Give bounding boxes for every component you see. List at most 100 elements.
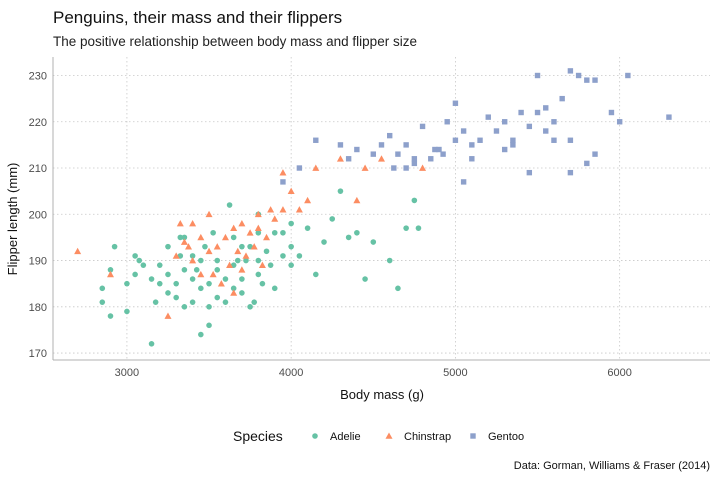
chinstrap-point bbox=[258, 261, 266, 268]
chinstrap-point bbox=[221, 233, 229, 241]
legend-label-chinstrap: Chinstrap bbox=[404, 431, 451, 443]
adelie-point bbox=[156, 262, 163, 268]
gentoo-point bbox=[452, 137, 459, 143]
gentoo-point bbox=[313, 137, 319, 143]
adelie-point bbox=[132, 271, 138, 278]
chinstrap-point bbox=[106, 270, 114, 278]
gentoo-point bbox=[501, 119, 508, 125]
gentoo-point bbox=[666, 114, 672, 120]
adelie-point bbox=[243, 257, 249, 264]
adelie-point bbox=[198, 285, 204, 292]
adelie-point bbox=[415, 225, 422, 231]
legend-title: Species bbox=[233, 428, 283, 444]
gentoo-point bbox=[567, 137, 574, 143]
chinstrap-point bbox=[197, 233, 205, 241]
gentoo-point bbox=[510, 142, 516, 148]
y-tick-label: 210 bbox=[29, 163, 47, 175]
gentoo-point bbox=[608, 109, 615, 116]
tick-labels: 3000 4000 5000 6000 170 180 190 200 210 220 230 bbox=[29, 71, 632, 379]
gentoo-point bbox=[501, 146, 508, 153]
y-tick-label: 230 bbox=[29, 71, 47, 83]
chinstrap-point bbox=[361, 164, 369, 171]
adelie-point bbox=[181, 234, 188, 241]
chart-subtitle: The positive relationship between body m… bbox=[53, 34, 417, 49]
adelie-point bbox=[189, 253, 196, 259]
chinstrap-point bbox=[185, 243, 193, 250]
adelie-point bbox=[226, 202, 233, 208]
adelie-point bbox=[140, 262, 147, 268]
gentoo-point bbox=[391, 165, 397, 171]
x-axis-title: Body mass (g) bbox=[340, 387, 424, 402]
adelie-point bbox=[222, 276, 229, 282]
chinstrap-point bbox=[230, 289, 238, 296]
legend-key-chinstrap bbox=[385, 432, 393, 439]
chinstrap-point bbox=[205, 247, 213, 255]
adelie-point bbox=[214, 266, 221, 273]
adelie-point bbox=[321, 239, 327, 245]
gentoo-point bbox=[354, 146, 360, 153]
adelie-point bbox=[173, 294, 179, 301]
adelie-point bbox=[206, 322, 212, 329]
adelie-point bbox=[234, 257, 241, 264]
adelie-point bbox=[255, 271, 262, 278]
gentoo-point bbox=[469, 142, 475, 148]
gentoo-point bbox=[460, 179, 467, 185]
gentoo-point bbox=[543, 105, 549, 111]
chinstrap-point bbox=[230, 224, 238, 231]
chinstrap-point bbox=[246, 229, 254, 236]
adelie-point bbox=[198, 331, 204, 338]
gentoo-point bbox=[526, 169, 533, 176]
adelie-point bbox=[214, 294, 221, 301]
adelie-point bbox=[189, 299, 196, 305]
adelie-point bbox=[198, 257, 204, 264]
y-tick-label: 170 bbox=[29, 348, 47, 360]
adelie-point bbox=[210, 229, 216, 236]
gentoo-point bbox=[296, 165, 303, 171]
chinstrap-point bbox=[267, 206, 275, 213]
adelie-point bbox=[288, 262, 294, 268]
gentoo-point bbox=[395, 151, 401, 157]
chinstrap-point bbox=[226, 261, 234, 268]
chinstrap-point bbox=[254, 210, 262, 218]
chinstrap-point bbox=[336, 155, 344, 162]
chinstrap-point bbox=[217, 280, 225, 287]
adelie-point bbox=[206, 304, 212, 310]
chinstrap-point bbox=[271, 215, 279, 222]
chinstrap-point bbox=[378, 155, 385, 162]
gentoo-point bbox=[592, 151, 598, 157]
gentoo-point bbox=[452, 100, 459, 106]
adelie-point bbox=[267, 262, 274, 268]
chinstrap-point bbox=[189, 220, 197, 227]
legend-key-adelie bbox=[312, 433, 318, 439]
adelie-point bbox=[111, 243, 118, 250]
chinstrap-point bbox=[250, 243, 258, 250]
chinstrap-point bbox=[172, 252, 180, 259]
x-tick-label: 3000 bbox=[115, 367, 139, 379]
x-tick-label: 4000 bbox=[279, 367, 303, 379]
adelie-point bbox=[280, 229, 286, 236]
gentoo-point bbox=[575, 72, 582, 79]
chinstrap-point bbox=[279, 169, 287, 176]
series-chinstrap bbox=[74, 155, 427, 319]
gentoo-point bbox=[518, 109, 524, 116]
gentoo-point bbox=[616, 119, 623, 125]
chinstrap-point bbox=[254, 224, 262, 231]
chinstrap-point bbox=[189, 257, 197, 264]
adelie-point bbox=[329, 216, 336, 222]
adelie-point bbox=[395, 285, 401, 292]
adelie-point bbox=[313, 271, 319, 278]
legend-label-adelie: Adelie bbox=[330, 431, 361, 443]
gentoo-point bbox=[534, 109, 541, 116]
gentoo-point bbox=[345, 156, 352, 162]
chinstrap-point bbox=[304, 196, 312, 204]
chinstrap-point bbox=[353, 196, 361, 204]
adelie-point bbox=[148, 341, 155, 347]
series-gentoo bbox=[280, 68, 672, 185]
y-tick-label: 200 bbox=[29, 209, 47, 221]
legend-key-gentoo bbox=[470, 433, 476, 439]
gentoo-point bbox=[337, 142, 344, 148]
adelie-point bbox=[239, 276, 245, 282]
adelie-point bbox=[304, 225, 311, 231]
adelie-point bbox=[222, 299, 229, 305]
